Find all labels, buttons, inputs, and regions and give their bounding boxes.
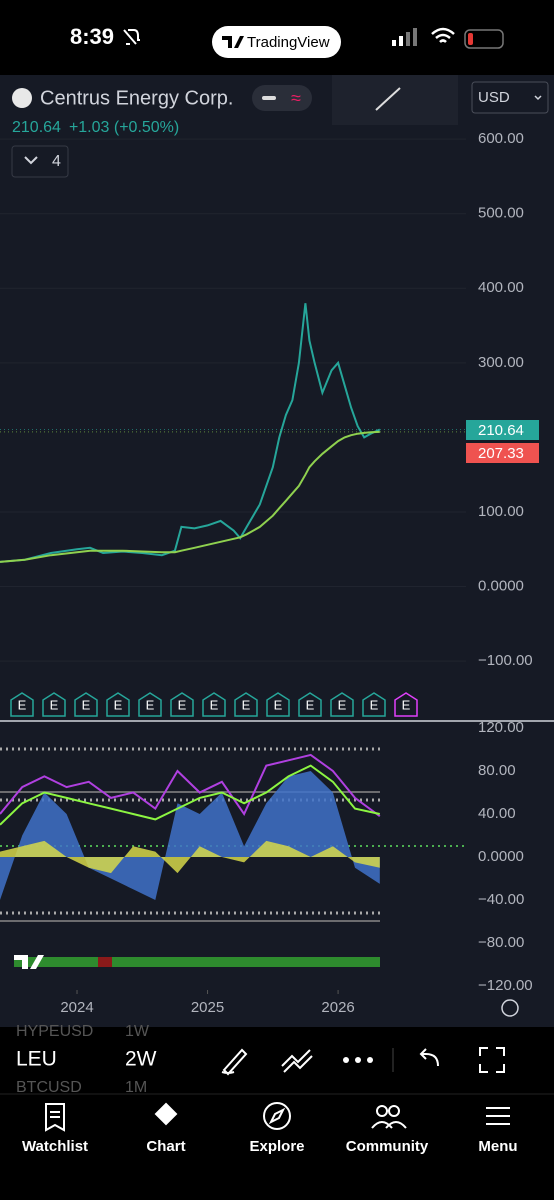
toolbar (0, 1027, 554, 1094)
wifi-icon (431, 27, 455, 43)
y-tick-label: −120.00 (478, 977, 533, 994)
symbol-logo (12, 88, 32, 108)
earnings-marker[interactable] (362, 692, 386, 717)
nav-icons (45, 1102, 510, 1132)
line (0, 430, 380, 563)
earnings-label: E (50, 697, 59, 712)
signal-bar (14, 957, 380, 967)
earnings-marker[interactable] (234, 692, 258, 717)
earnings-marker[interactable] (266, 692, 290, 717)
price-change: +1.03 (+0.50%) (69, 119, 179, 136)
ghost-symbol: BTCUSD (16, 1079, 82, 1096)
earnings-marker[interactable] (202, 692, 226, 717)
settings-icon[interactable] (501, 999, 519, 1017)
nav-label[interactable]: Explore (249, 1138, 304, 1155)
battery-level (468, 33, 473, 45)
earnings-marker[interactable] (106, 692, 130, 717)
indicator-count: 4 (52, 153, 61, 170)
toggle-icon: ≈ (291, 88, 301, 108)
currency: USD (478, 89, 510, 106)
app-name: TradingView (247, 34, 330, 51)
y-tick-label: 400.00 (478, 279, 524, 296)
chevron (24, 156, 38, 165)
fullscreen-icon[interactable] (479, 1047, 505, 1073)
earnings-label: E (82, 697, 91, 712)
line (0, 753, 381, 818)
earnings-marker[interactable] (10, 692, 34, 717)
earnings-label: E (370, 697, 379, 712)
earnings-label: E (210, 697, 219, 712)
symbol-name: Centrus Energy Corp. (40, 87, 233, 109)
earnings-marker[interactable] (42, 692, 66, 717)
line (0, 764, 381, 826)
earnings-label: E (146, 697, 155, 712)
earnings-label: E (402, 697, 411, 712)
nav-label[interactable]: Community (346, 1138, 429, 1155)
earnings-label: E (338, 697, 347, 712)
symbol[interactable]: LEU (16, 1048, 57, 1071)
indicators-icon[interactable] (281, 1049, 313, 1073)
undo-icon[interactable] (419, 1048, 439, 1067)
ghost-interval: 1M (125, 1079, 147, 1096)
ghost-symbol: HYPEUSD (16, 1023, 93, 1040)
y-tick-label: 120.00 (478, 719, 524, 736)
y-tick-label: −100.00 (478, 652, 533, 669)
chevron (534, 95, 542, 101)
earnings-label: E (114, 697, 123, 712)
battery-icon (464, 29, 504, 49)
mute-icon (123, 29, 140, 45)
earnings-marker[interactable] (170, 692, 194, 717)
more-icon[interactable] (343, 1057, 373, 1063)
y-tick-label: −80.00 (478, 934, 524, 951)
ghost-interval: 1W (125, 1023, 150, 1040)
nav-label[interactable]: Watchlist (22, 1138, 88, 1155)
toggle[interactable] (252, 85, 312, 111)
y-tick-label: −40.00 (478, 891, 524, 908)
area (0, 840, 380, 874)
line (0, 303, 381, 563)
tv-logo (222, 36, 244, 48)
y-tick-label: 600.00 (478, 130, 524, 147)
price-label-box (466, 420, 539, 440)
signal-bar (98, 957, 112, 967)
earnings-marker[interactable] (138, 692, 162, 717)
price-label-box (466, 443, 539, 463)
y-tick-label: 100.00 (478, 503, 524, 520)
x-tick-label: 2024 (60, 999, 93, 1016)
currency-dropdown[interactable] (471, 81, 549, 114)
last-price: 210.64 (12, 119, 61, 136)
earnings-marker[interactable] (74, 692, 98, 717)
app-pill[interactable] (212, 26, 341, 58)
tv-watermark (14, 955, 44, 969)
earnings-label: E (274, 697, 283, 712)
y-tick-label: 500.00 (478, 205, 524, 222)
signal-icon (392, 28, 417, 46)
y-tick-label: 0.0000 (478, 577, 524, 594)
earnings-marker[interactable] (298, 692, 322, 717)
earnings-marker[interactable] (394, 692, 418, 717)
price-label: 210.64 (478, 422, 524, 439)
draw-icon[interactable] (221, 1048, 248, 1076)
x-tick-label: 2026 (321, 999, 354, 1016)
x-tick-label: 2025 (191, 999, 224, 1016)
earnings-label: E (242, 697, 251, 712)
nav-label[interactable]: Menu (478, 1138, 517, 1155)
earnings-label: E (306, 697, 315, 712)
toggle-icon (262, 96, 276, 100)
earnings-marker[interactable] (330, 692, 354, 717)
y-tick-label: 80.00 (478, 762, 516, 779)
earnings-label: E (178, 697, 187, 712)
drawing-tool-panel[interactable] (332, 75, 458, 125)
indicator-toggle[interactable] (11, 145, 69, 178)
y-tick-label: 40.00 (478, 805, 516, 822)
y-tick-label: 300.00 (478, 354, 524, 371)
earnings-label: E (18, 697, 27, 712)
interval[interactable]: 2W (125, 1048, 157, 1071)
price-label: 207.33 (478, 445, 524, 462)
clock: 8:39 (70, 24, 114, 49)
y-tick-label: 0.0000 (478, 848, 524, 865)
nav-label[interactable]: Chart (146, 1138, 185, 1155)
trendline-icon (375, 87, 401, 111)
